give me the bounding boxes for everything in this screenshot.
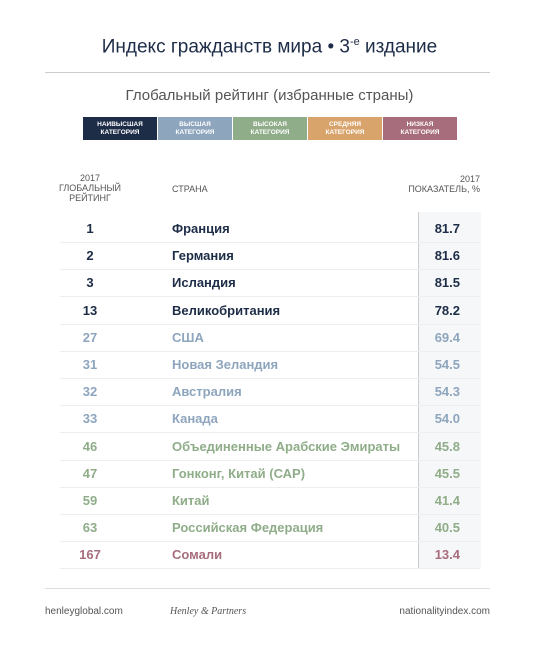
row-separator [60,432,480,434]
rank: 3 [86,275,94,291]
legend-label: КАТЕГОРИЯ [250,128,290,136]
rank: 13 [82,302,98,318]
footer-link[interactable]: henleyglobal.com [45,606,123,617]
column-header: ГЛОБАЛЬНЫЙ [59,183,121,193]
subtitle: Глобальный рейтинг (избранные страны) [125,87,414,104]
rank: 32 [82,384,98,400]
divider [45,588,490,589]
row-separator [60,459,480,461]
country: Германия [172,248,234,264]
legend-label: ВЫСОКАЯ [253,120,287,128]
legend-item: ВЫСОКАЯ КАТЕГОРИЯ [233,117,307,140]
legend-label: КАТЕГОРИЯ [175,128,215,136]
country: Российская Федерация [172,520,324,536]
score: 69.4 [434,329,460,345]
column-header: ПОКАЗАТЕЛЬ, % [408,184,480,194]
rank: 167 [79,547,101,563]
score: 54.3 [434,384,460,400]
rank: 33 [82,411,98,427]
column-header: СТРАНА [172,184,208,194]
legend-item: НАИВЫСШАЯ КАТЕГОРИЯ [83,117,157,140]
country: Франция [172,221,230,236]
country: Гонконг, Китай (САР) [172,465,306,481]
legend-item: НИЗКАЯ КАТЕГОРИЯ [383,117,457,140]
row-separator [60,514,480,515]
score: 81.6 [434,248,460,264]
country: США [172,329,204,345]
logo: Henley & Partners [170,606,247,617]
legend-label: ВЫСШАЯ [179,120,211,128]
score: 81.5 [434,275,460,291]
legend-item: ВЫСШАЯ КАТЕГОРИЯ [158,117,232,140]
rank: 31 [82,357,98,372]
title-sup: -е [349,36,360,48]
country: Сомали [172,547,223,563]
row-separator [60,568,480,570]
footer-link[interactable]: nationalityindex.com [399,606,490,617]
score: 41.4 [434,493,460,508]
title-text: Индекс гражданств мира • 3 [101,36,350,58]
legend-item: СРЕДНЯЯ КАТЕГОРИЯ [308,117,382,140]
row-separator [60,242,480,243]
legend-label: КАТЕГОРИЯ [100,128,140,136]
rank: 47 [82,465,98,481]
row-separator [60,296,480,298]
row-separator [60,378,480,379]
score: 54.5 [434,357,460,372]
legend-label: КАТЕГОРИЯ [325,128,365,136]
column-header: РЕЙТИНГ [69,193,111,203]
score: 45.8 [434,438,460,454]
rank: 27 [82,329,98,345]
rank: 46 [82,438,98,454]
rank: 1 [86,221,94,236]
rank: 2 [86,248,94,264]
score: 45.5 [434,465,460,481]
country: Канада [172,411,218,427]
row-separator [60,405,480,407]
country: Китай [172,493,210,508]
divider [45,72,490,73]
row-separator [60,323,480,325]
row-separator [60,486,480,488]
score: 81.7 [434,221,460,236]
country: Исландия [172,275,236,291]
rank: 63 [82,520,98,536]
country: Австралия [172,384,242,400]
score: 40.5 [434,520,460,536]
legend-label: НАИВЫСШАЯ [97,120,143,128]
column-header: 2017 [459,174,480,184]
row-separator [60,541,480,543]
score: 78.2 [434,302,460,318]
column-header: 2017 [79,173,101,183]
legend-label: НИЗКАЯ [406,120,434,128]
value-column [418,212,481,568]
row-separator [60,350,480,352]
title: Индекс гражданств мира • 3-е издание [0,36,539,58]
country: Новая Зеландия [172,357,279,372]
legend-label: КАТЕГОРИЯ [400,128,440,136]
score: 13.4 [434,547,460,563]
rank: 59 [82,493,98,508]
row-separator [60,269,480,271]
legend-label: СРЕДНЯЯ [328,120,362,128]
title-text: издание [359,36,438,58]
score: 54.0 [434,411,460,427]
country: Великобритания [172,302,281,318]
country: Объединенные Арабские Эмираты [172,438,401,454]
